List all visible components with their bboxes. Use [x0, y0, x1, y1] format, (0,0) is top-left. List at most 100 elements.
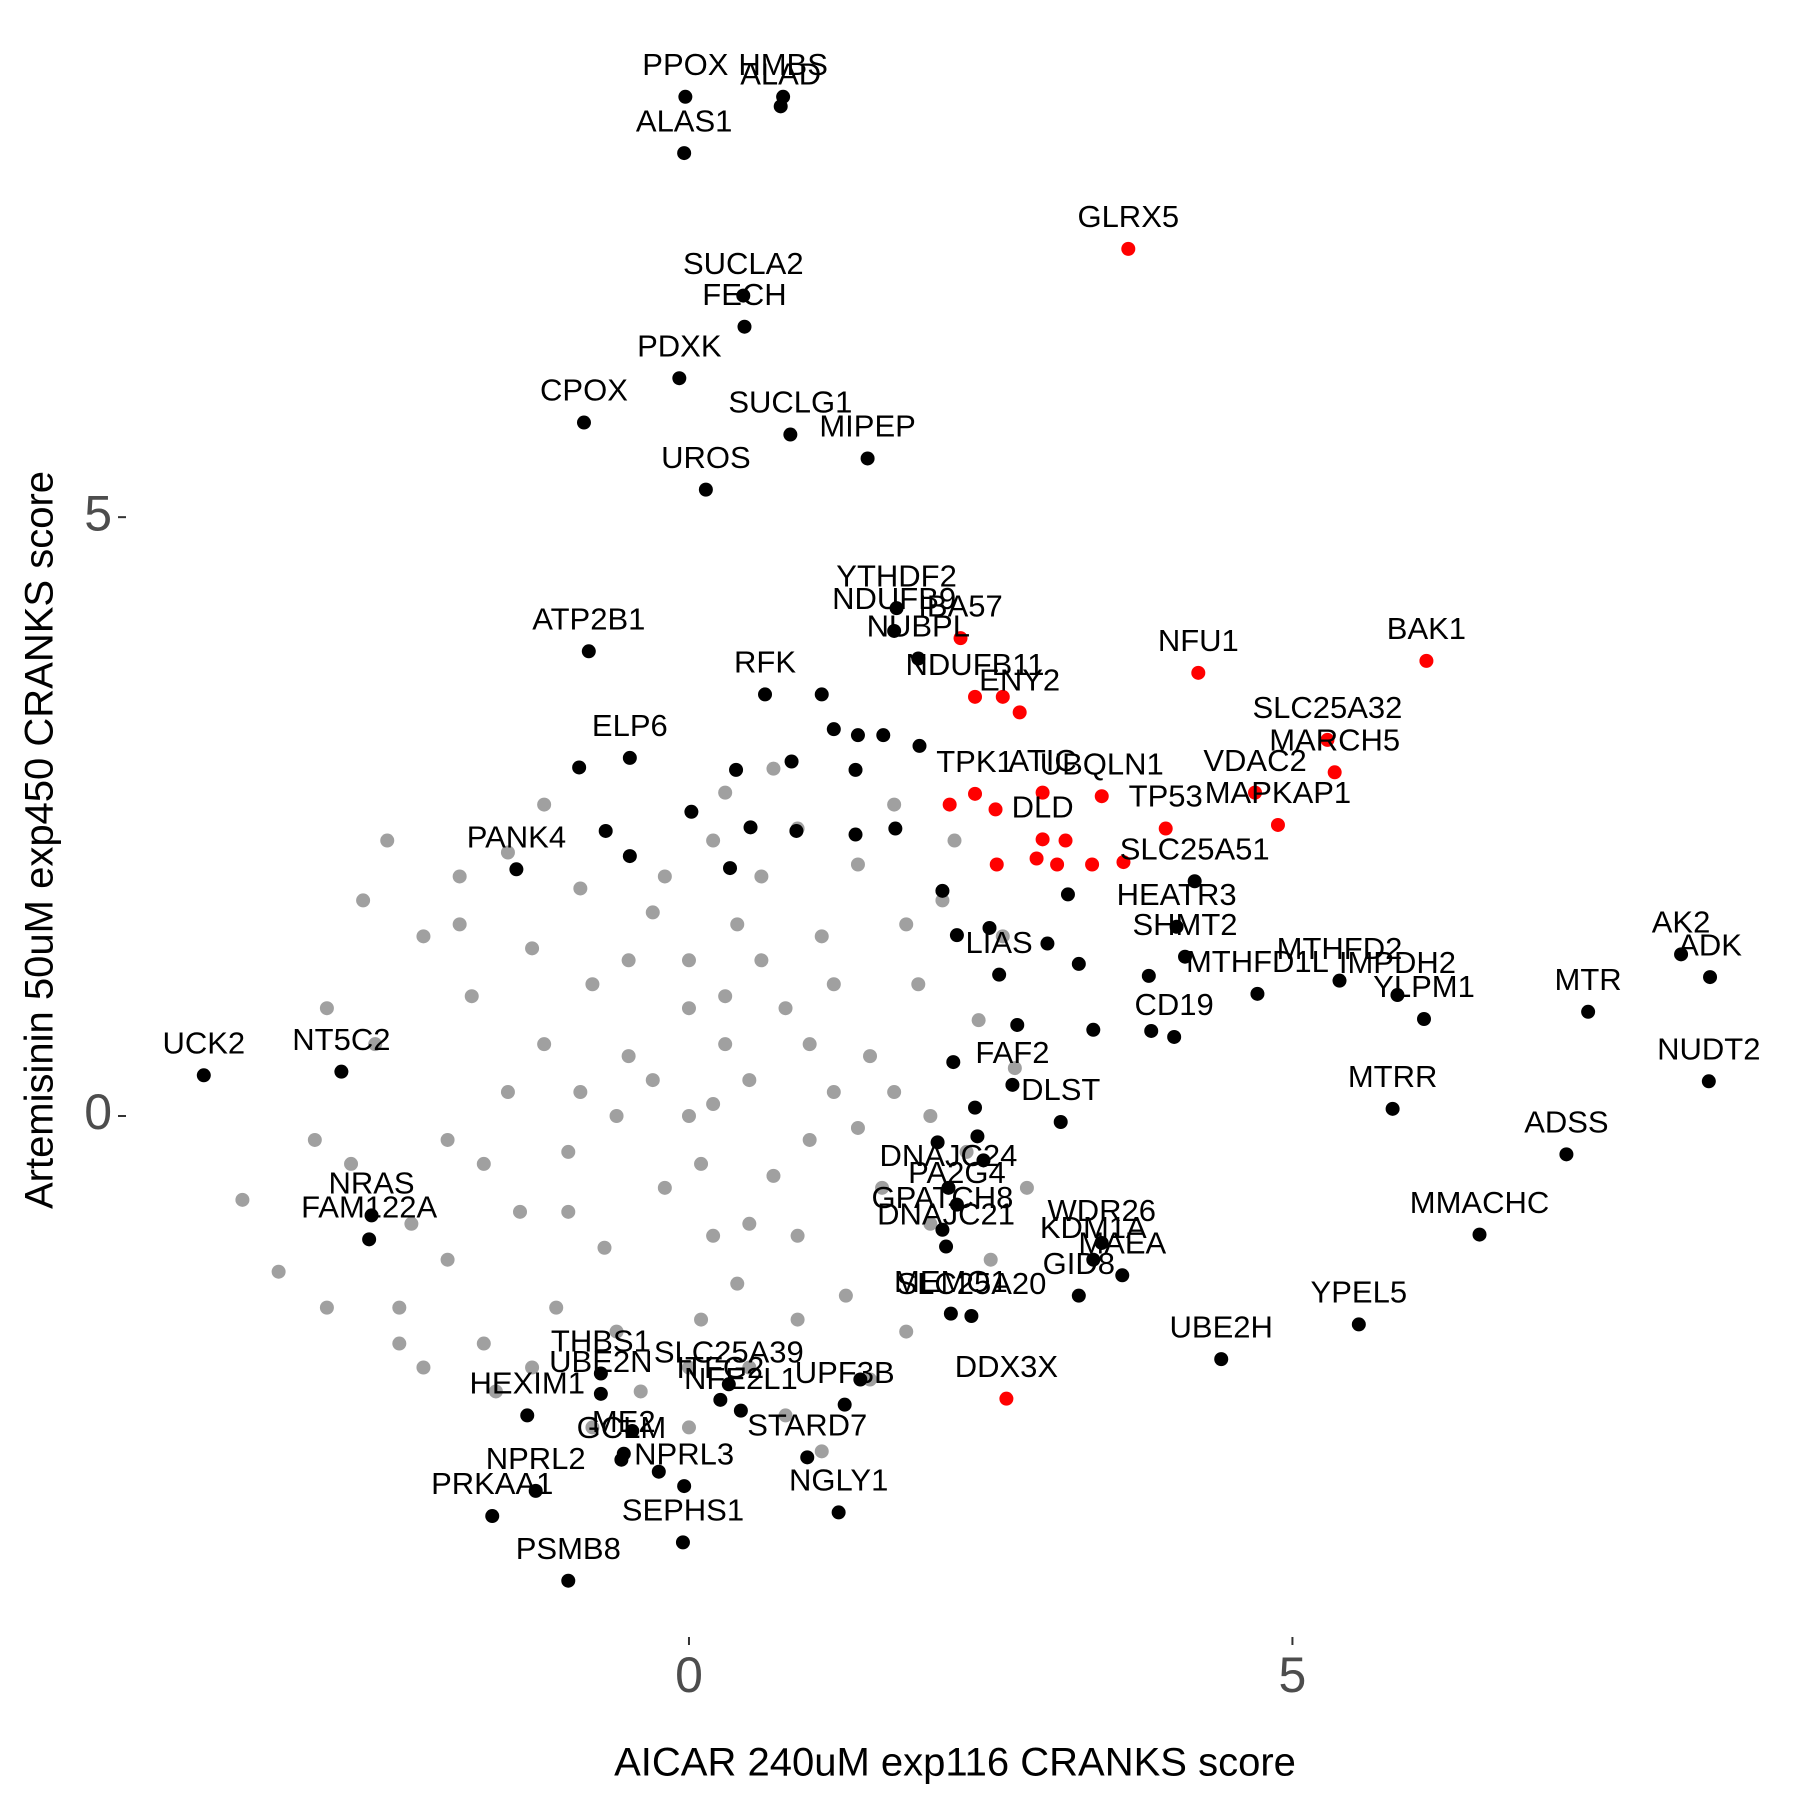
point: [1385, 1101, 1400, 1116]
point: [609, 1324, 624, 1339]
point-label: WDR26: [1047, 1193, 1156, 1228]
point: [681, 1109, 696, 1123]
point: [911, 977, 926, 992]
point: [949, 1197, 964, 1212]
point: [730, 1276, 745, 1291]
point: [362, 1232, 377, 1247]
point: [802, 1132, 817, 1147]
point: [537, 797, 552, 812]
point-label: UBQLN1: [1040, 746, 1164, 781]
point: [549, 1300, 564, 1315]
point: [729, 762, 744, 777]
point: [942, 797, 957, 812]
point-label: MTRR: [1348, 1059, 1438, 1094]
point: [826, 977, 841, 992]
point: [718, 989, 733, 1004]
point: [992, 967, 1007, 982]
point: [790, 1312, 805, 1327]
point: [876, 728, 891, 743]
point-label: ENY2: [979, 663, 1060, 698]
point: [1116, 855, 1131, 870]
point: [235, 1192, 250, 1207]
point: [509, 862, 524, 877]
point: [651, 1464, 666, 1479]
point-label: ALAD: [740, 57, 821, 92]
point-label: YLPM1: [1373, 969, 1475, 1004]
point: [943, 1306, 958, 1321]
point: [754, 869, 769, 884]
point: [1191, 665, 1206, 680]
point: [368, 1037, 383, 1052]
point: [416, 1360, 431, 1375]
point: [959, 1144, 974, 1159]
point: [500, 845, 515, 860]
point: [730, 917, 745, 932]
point: [949, 928, 964, 943]
point-label: FAF2: [975, 1035, 1049, 1070]
point-label: UROS: [661, 440, 751, 475]
point: [863, 1049, 878, 1064]
point: [1250, 986, 1265, 1001]
point-label: MTHFD2: [1277, 931, 1403, 966]
point: [657, 869, 672, 884]
point: [863, 1372, 878, 1387]
point: [525, 941, 540, 956]
point: [742, 1360, 757, 1375]
point: [694, 1312, 709, 1327]
point-label: VDAC2: [1203, 743, 1306, 778]
point: [1178, 949, 1193, 964]
point: [500, 1085, 515, 1100]
point: [899, 917, 914, 932]
point-label: BAK1: [1387, 611, 1466, 646]
point-label: ALAS1: [636, 103, 733, 138]
point-label: ADK: [1678, 927, 1742, 962]
point-label: HEXIM1: [470, 1366, 585, 1401]
point: [392, 1300, 407, 1315]
point: [814, 687, 829, 702]
point: [625, 1423, 640, 1438]
point-label: HEATR3: [1117, 877, 1237, 912]
point: [778, 1001, 793, 1016]
point-label: NUDT2: [1657, 1031, 1760, 1066]
point: [319, 1300, 334, 1315]
point: [356, 893, 371, 908]
point: [802, 1037, 817, 1052]
point: [976, 1153, 991, 1168]
point: [790, 1228, 805, 1243]
point: [947, 833, 962, 848]
point: [1029, 851, 1044, 866]
point: [1035, 832, 1050, 847]
x-axis-title: AICAR 240uM exp116 CRANKS score: [614, 1741, 1296, 1785]
point: [1094, 1235, 1109, 1250]
point: [585, 977, 600, 992]
y-tick-label: 5: [84, 485, 112, 541]
point: [713, 1392, 728, 1407]
point: [814, 929, 829, 944]
point: [597, 1240, 612, 1255]
point-label: MAEA: [1078, 1225, 1166, 1260]
point: [1040, 936, 1055, 951]
point: [923, 1109, 938, 1123]
point-label: NGLY1: [789, 1463, 888, 1498]
point: [1248, 785, 1263, 800]
point: [1085, 857, 1100, 872]
point: [826, 722, 841, 737]
point-label: DNAJC21: [877, 1197, 1015, 1232]
point: [1187, 874, 1202, 889]
point-label: SUCLA2: [683, 246, 804, 281]
point: [899, 1324, 914, 1339]
point-label: PA2G4: [908, 1155, 1006, 1190]
point: [1071, 1288, 1086, 1303]
point: [930, 1135, 945, 1150]
point: [995, 929, 1010, 944]
point: [1332, 973, 1347, 988]
point: [721, 1377, 736, 1392]
point-label: TP53: [1129, 779, 1203, 814]
point-label: GID8: [1043, 1246, 1115, 1281]
point: [758, 687, 773, 702]
point-label: SHMT2: [1132, 907, 1237, 942]
point: [1053, 1114, 1068, 1129]
point: [678, 89, 693, 104]
point: [964, 1309, 979, 1324]
point: [850, 1120, 865, 1135]
